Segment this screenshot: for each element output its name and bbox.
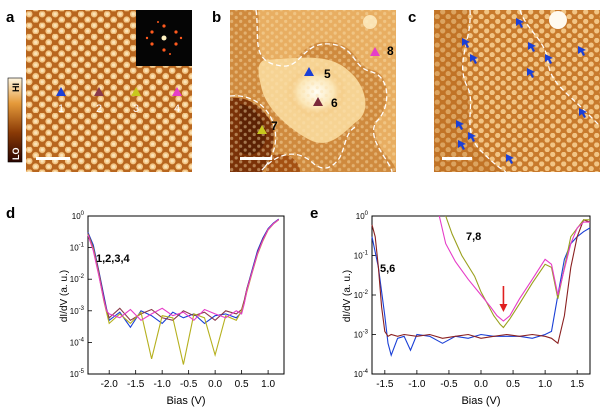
marker-1 <box>56 87 66 96</box>
chart-d-series-4 <box>87 219 280 322</box>
marker-label-5: 5 <box>324 67 331 81</box>
chart-e-annotation-78: 7,8 <box>466 231 481 243</box>
panel-label-c: c <box>408 9 416 26</box>
chart-d-xtick-label: -2.0 <box>101 379 119 390</box>
chart-e-xlabel: Bias (V) <box>461 395 500 407</box>
marker-5 <box>304 67 314 76</box>
chart-e-ytick-label: 10-1 <box>354 251 369 261</box>
chart-e-ylabel: dI/dV (a. u.) <box>342 270 353 322</box>
panel-label-d: d <box>6 205 15 222</box>
chart-d-ytick-label: 10-2 <box>70 274 85 284</box>
scale-bar-a <box>36 157 70 160</box>
marker-label-1: 1 <box>58 103 64 115</box>
defect-arrows <box>456 18 587 164</box>
chart-e-xtick-label: 1.0 <box>538 379 552 390</box>
chart-d-ytick-label: 100 <box>72 211 85 221</box>
chart-e-xtick-label: 0.5 <box>506 379 520 390</box>
domain-boundary-c <box>462 9 507 173</box>
marker-label-3: 3 <box>133 103 139 115</box>
scale-bar-b <box>240 157 272 160</box>
chart-d-ylabel: dI/dV (a. u.) <box>59 270 70 322</box>
chart-e: -1.5 -1.0 -0.5 0.0 0.5 1.0 1.5 10-4 10-3 10-2 10-1… <box>342 211 591 407</box>
chart-d-series-2 <box>87 218 280 322</box>
colorbar-hi-label: HI <box>11 83 21 92</box>
chart-d: -2.0 -1.5 -1.0 -0.5 0.0 0.5 1.0 10-5 10-4 10-3 10-… <box>59 211 285 407</box>
panel-label-e: e <box>310 205 318 222</box>
chart-e-ytick-label: 10-4 <box>354 369 369 379</box>
fft-spots <box>145 21 183 55</box>
chart-d-xtick-label: 1.0 <box>261 379 275 390</box>
chart-e-annotation-56: 5,6 <box>380 263 395 275</box>
chart-e-xtick-label: 1.5 <box>570 379 584 390</box>
domain-boundary-b <box>255 9 393 173</box>
marker-8 <box>370 47 380 56</box>
chart-e-ytick-label: 10-2 <box>354 290 369 300</box>
marker-label-7: 7 <box>271 119 278 133</box>
chart-d-ytick-label: 10-4 <box>70 337 85 347</box>
stm-image-c <box>434 9 600 173</box>
stm-image-b: 5 6 7 8 <box>229 9 396 173</box>
chart-e-xtick-label: -0.5 <box>440 379 458 390</box>
chart-e-series-2 <box>371 219 591 345</box>
chart-d-xlabel: Bias (V) <box>166 395 205 407</box>
chart-e-ytick-label: 100 <box>356 211 369 221</box>
colorbar-lo-label: LO <box>11 148 21 161</box>
chart-e-series-4 <box>438 215 590 322</box>
chart-d-ytick-label: 10-5 <box>70 369 85 379</box>
chart-e-arrow-head <box>499 304 508 312</box>
marker-7 <box>257 125 267 134</box>
chart-e-xtick-label: -1.5 <box>376 379 394 390</box>
panel-label-b: b <box>212 9 221 26</box>
marker-2 <box>94 87 104 96</box>
chart-d-series-3 <box>87 219 280 365</box>
chart-e-xtick-label: -1.0 <box>408 379 426 390</box>
chart-d-xtick-label: -1.5 <box>127 379 145 390</box>
chart-d-xtick-label: -0.5 <box>180 379 198 390</box>
stm-image-a: 1 2 3 4 <box>26 10 192 172</box>
marker-label-8: 8 <box>387 44 394 58</box>
chart-d-frame <box>87 215 285 375</box>
marker-label-4: 4 <box>174 103 180 115</box>
marker-4 <box>172 87 182 96</box>
panel-label-a: a <box>6 9 15 26</box>
colorbar: HI LO <box>7 77 23 163</box>
chart-d-ytick-label: 10-1 <box>70 243 85 253</box>
marker-label-6: 6 <box>331 96 338 110</box>
chart-e-xtick-label: 0.0 <box>474 379 488 390</box>
scale-bar-c <box>442 157 472 160</box>
chart-d-annotation: 1,2,3,4 <box>96 253 131 265</box>
marker-label-2: 2 <box>96 103 102 115</box>
chart-d-xtick-label: -1.0 <box>154 379 172 390</box>
chart-d-ytick-label: 10-3 <box>70 306 85 316</box>
chart-e-ytick-label: 10-3 <box>354 330 369 340</box>
marker-6 <box>313 97 323 106</box>
chart-d-xtick-label: 0.0 <box>208 379 222 390</box>
chart-d-xtick-label: 0.5 <box>235 379 249 390</box>
marker-3 <box>131 87 141 96</box>
